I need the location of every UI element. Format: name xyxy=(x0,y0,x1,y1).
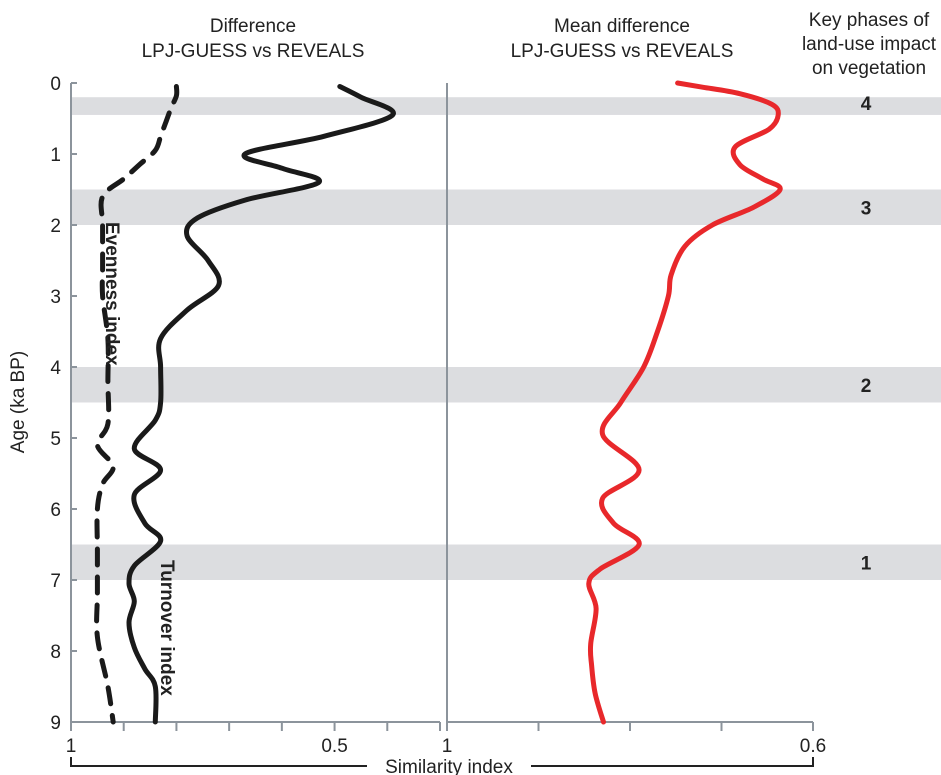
panel1-x-ticks: 1 0.5 xyxy=(66,722,441,757)
evenness-index-line xyxy=(94,84,180,725)
x-tick-label: 1 xyxy=(442,736,453,757)
panel2-title: Mean difference LPJ-GUESS vs REVEALS xyxy=(511,16,734,62)
title-line: land-use impact xyxy=(802,34,937,55)
y-tick-label: 7 xyxy=(50,571,61,592)
shaded-band-2 xyxy=(71,189,941,225)
panel2-series xyxy=(586,80,783,725)
y-tick-label: 9 xyxy=(50,713,61,734)
turnover-index-line xyxy=(126,84,396,725)
evenness-index-label: Evenness index xyxy=(101,222,122,366)
y-tick-label: 3 xyxy=(50,287,61,308)
panel1-title: Difference LPJ-GUESS vs REVEALS xyxy=(142,16,365,62)
panel1-series xyxy=(94,84,396,725)
curve-labels: Evenness index Turnover index xyxy=(101,222,177,696)
shaded-band-3 xyxy=(71,367,941,403)
turnover-index-label: Turnover index xyxy=(156,560,177,696)
x-tick-label: 0.5 xyxy=(321,736,347,757)
shaded-bands xyxy=(71,97,941,580)
phase-label: 1 xyxy=(861,553,872,574)
phase-label: 4 xyxy=(861,94,872,115)
shared-x-axis-label: Similarity index xyxy=(70,757,814,775)
x-axis-bracket xyxy=(70,757,814,767)
title-line: on vegetation xyxy=(812,58,926,79)
x-axis-label: Similarity index xyxy=(385,757,513,775)
shaded-band-4 xyxy=(71,544,941,580)
y-tick-label: 8 xyxy=(50,642,61,663)
x-tick-label: 0.6 xyxy=(800,736,826,757)
axes xyxy=(70,83,813,723)
y-tick-label: 5 xyxy=(50,429,61,450)
phase-label: 2 xyxy=(861,376,872,397)
y-tick-label: 6 xyxy=(50,500,61,521)
phase-panel-title: Key phases of land-use impact on vegetatio… xyxy=(802,10,937,79)
y-tick-label: 1 xyxy=(50,145,61,166)
shaded-band-1 xyxy=(71,97,941,115)
y-tick-label: 4 xyxy=(50,358,61,379)
phase-label: 3 xyxy=(861,198,872,219)
phase-labels: 4 3 2 1 xyxy=(861,94,872,574)
panel2-x-ticks: 1 0.6 xyxy=(442,722,826,757)
mean-difference-line xyxy=(586,80,783,725)
title-line: LPJ-GUESS vs REVEALS xyxy=(142,41,365,62)
y-tick-label: 2 xyxy=(50,216,61,237)
y-tick-label: 0 xyxy=(50,74,61,95)
title-line: Key phases of xyxy=(809,10,930,31)
title-line: Mean difference xyxy=(554,16,690,37)
title-line: LPJ-GUESS vs REVEALS xyxy=(511,41,734,62)
y-axis-label: Age (ka BP) xyxy=(8,351,29,453)
y-axis-ticks: 0 1 2 3 4 5 6 7 8 9 xyxy=(50,74,77,734)
x-tick-label: 1 xyxy=(66,736,77,757)
titles: Difference LPJ-GUESS vs REVEALS Mean diff… xyxy=(142,10,937,79)
title-line: Difference xyxy=(210,16,296,37)
